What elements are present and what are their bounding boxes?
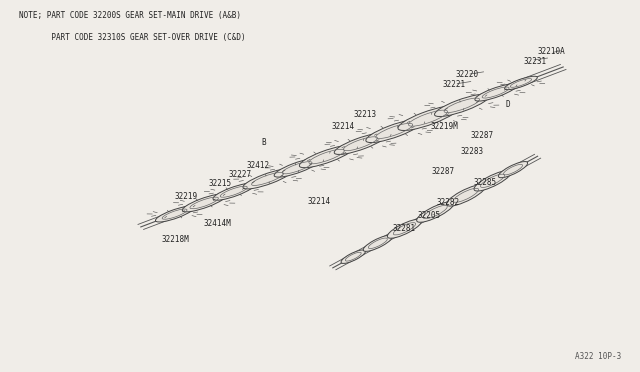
Text: NOTE; PART CODE 32200S GEAR SET-MAIN DRIVE (A&B): NOTE; PART CODE 32200S GEAR SET-MAIN DRI… [19,11,241,20]
Ellipse shape [364,235,392,251]
Ellipse shape [504,76,538,90]
Ellipse shape [417,202,454,222]
Text: 32219: 32219 [174,192,197,201]
Ellipse shape [474,170,511,191]
Text: 32220: 32220 [456,70,479,79]
Ellipse shape [475,84,516,101]
Text: 32221: 32221 [443,80,466,89]
Text: 32227: 32227 [228,170,252,179]
Text: 32219M: 32219M [430,122,458,131]
Text: 32213: 32213 [354,110,377,119]
Text: PART CODE 32310S GEAR SET-OVER DRIVE (C&D): PART CODE 32310S GEAR SET-OVER DRIVE (C&… [19,33,246,42]
Ellipse shape [182,194,226,212]
Ellipse shape [334,133,387,154]
Text: 32287: 32287 [431,167,454,176]
Text: 32214: 32214 [307,197,330,206]
Ellipse shape [274,158,320,177]
Text: 32205: 32205 [417,211,440,220]
Text: 32287: 32287 [470,131,493,140]
Text: D: D [506,100,510,109]
Text: 32215: 32215 [209,179,232,188]
Ellipse shape [366,119,422,142]
Ellipse shape [446,185,486,206]
Text: B: B [261,138,266,147]
Ellipse shape [300,145,354,168]
Ellipse shape [213,183,255,200]
Text: 32218M: 32218M [161,235,189,244]
Ellipse shape [156,206,194,222]
Text: 32210A: 32210A [538,47,565,56]
Text: 32285: 32285 [474,178,497,187]
Ellipse shape [398,106,458,131]
Text: 32414M: 32414M [204,219,231,228]
Ellipse shape [387,219,422,238]
Text: 32283: 32283 [461,147,484,155]
Text: A322 10P-3: A322 10P-3 [575,352,621,361]
Ellipse shape [499,161,527,178]
Text: 32231: 32231 [524,57,547,65]
Text: 32281: 32281 [393,224,416,233]
Text: 32214: 32214 [332,122,355,131]
Text: 32412: 32412 [246,161,269,170]
Text: 32282: 32282 [436,198,460,207]
Ellipse shape [341,250,365,263]
Ellipse shape [243,169,292,189]
Ellipse shape [435,94,489,116]
